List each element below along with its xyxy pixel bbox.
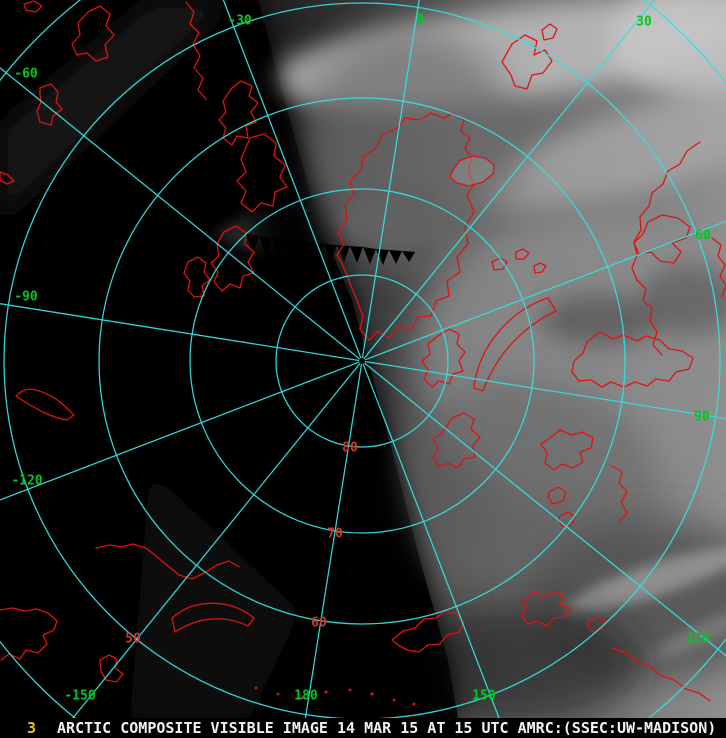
longitude-label: -120 <box>11 474 42 489</box>
longitude-label: -30 <box>228 14 252 29</box>
caption-channel-number: 3 <box>27 719 37 737</box>
latitude-labels: 80 70 60 50 <box>125 441 358 647</box>
longitude-label: 120 <box>686 632 710 647</box>
caption-text: ARCTIC COMPOSITE VISIBLE IMAGE 14 MAR 15… <box>57 719 717 737</box>
longitude-label: 30 <box>636 15 652 30</box>
latitude-label: 60 <box>311 616 327 631</box>
latitude-label: 80 <box>342 441 358 456</box>
longitude-label: -150 <box>64 689 95 704</box>
longitude-label: 60 <box>695 229 711 244</box>
longitude-label: -60 <box>14 67 38 82</box>
longitude-label: 180 <box>294 689 318 704</box>
coastlines <box>0 0 726 706</box>
longitude-label: 0 <box>416 13 424 28</box>
longitude-labels: -30 0 30 -60 60 -90 90 -120 120 -150 180 150 <box>11 13 711 704</box>
longitude-label: 150 <box>472 689 496 704</box>
sawtooth-data-gap <box>246 234 415 265</box>
latitude-label: 50 <box>125 632 141 647</box>
longitude-label: -90 <box>14 290 38 305</box>
latitude-label: 70 <box>327 527 343 542</box>
aleutian-islands <box>254 686 416 706</box>
longitude-label: 90 <box>694 410 710 425</box>
caption-bar: 3 ARCTIC COMPOSITE VISIBLE IMAGE 14 MAR 1… <box>0 718 726 738</box>
